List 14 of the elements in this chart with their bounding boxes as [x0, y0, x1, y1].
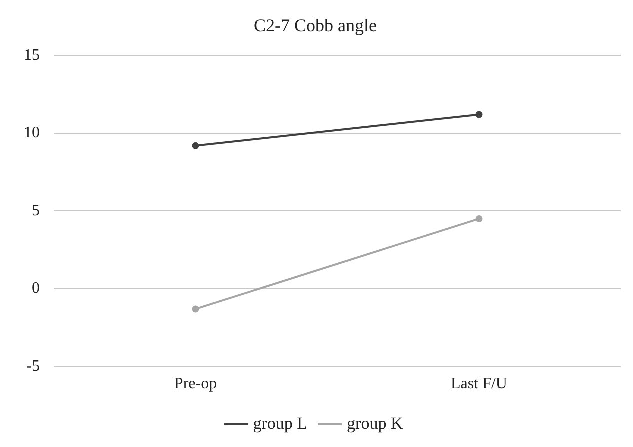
y-tick-label: 0 — [32, 280, 40, 298]
y-tick-label: 15 — [24, 46, 40, 64]
legend-label: group L — [253, 414, 308, 433]
point — [476, 111, 483, 118]
point — [192, 142, 200, 150]
x-tick-label: Pre-op — [174, 376, 218, 393]
legend-label: group K — [347, 414, 404, 433]
x-tick-label: Last F/U — [451, 376, 508, 393]
y-tick-label: 10 — [24, 124, 40, 142]
chart-title: C2-7 Cobb angle — [254, 16, 377, 36]
point — [476, 215, 483, 222]
y-tick-label: 5 — [32, 202, 40, 220]
point — [192, 306, 200, 313]
y-tick-label: -5 — [26, 358, 40, 376]
